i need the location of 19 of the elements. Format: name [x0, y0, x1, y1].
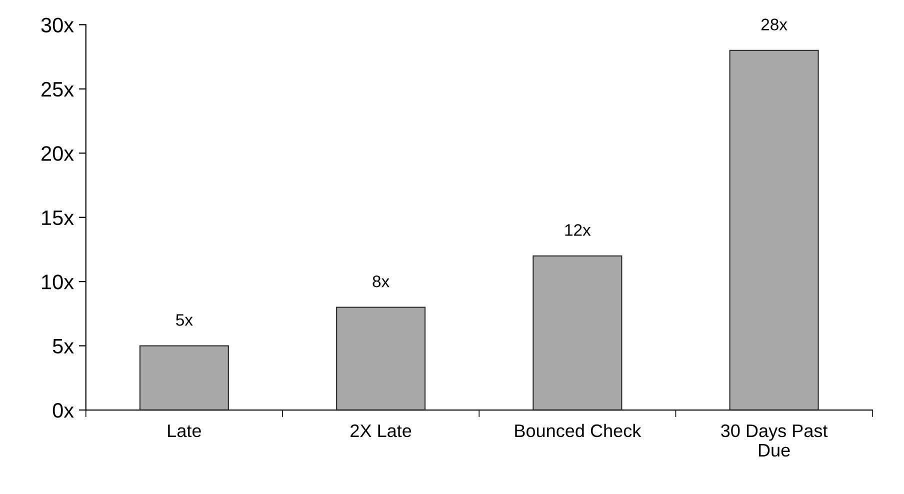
y-tick-label: 20x [42, 146, 74, 161]
y-tick-label: 15x [42, 210, 74, 226]
data-label: 5x [176, 314, 193, 326]
bar [139, 345, 229, 410]
y-tick-label: 0x [52, 403, 74, 418]
x-tick-label: Late [168, 424, 201, 438]
y-tick-label: 5x [52, 339, 74, 354]
x-tick-label: Bounced Check [515, 424, 642, 438]
y-tick-label: 10x [42, 274, 74, 290]
bar [729, 50, 819, 410]
data-label: 8x [372, 276, 390, 288]
y-tick-label: 25x [42, 82, 74, 97]
x-tick-label: 2X Late [350, 424, 412, 438]
data-label: 28x [761, 18, 788, 30]
bar [532, 255, 622, 410]
y-tick-label: 30x [41, 18, 74, 32]
x-tick-label: 30 Days Past Due [721, 424, 828, 457]
data-label: 12x [565, 224, 591, 236]
bar [336, 306, 426, 410]
